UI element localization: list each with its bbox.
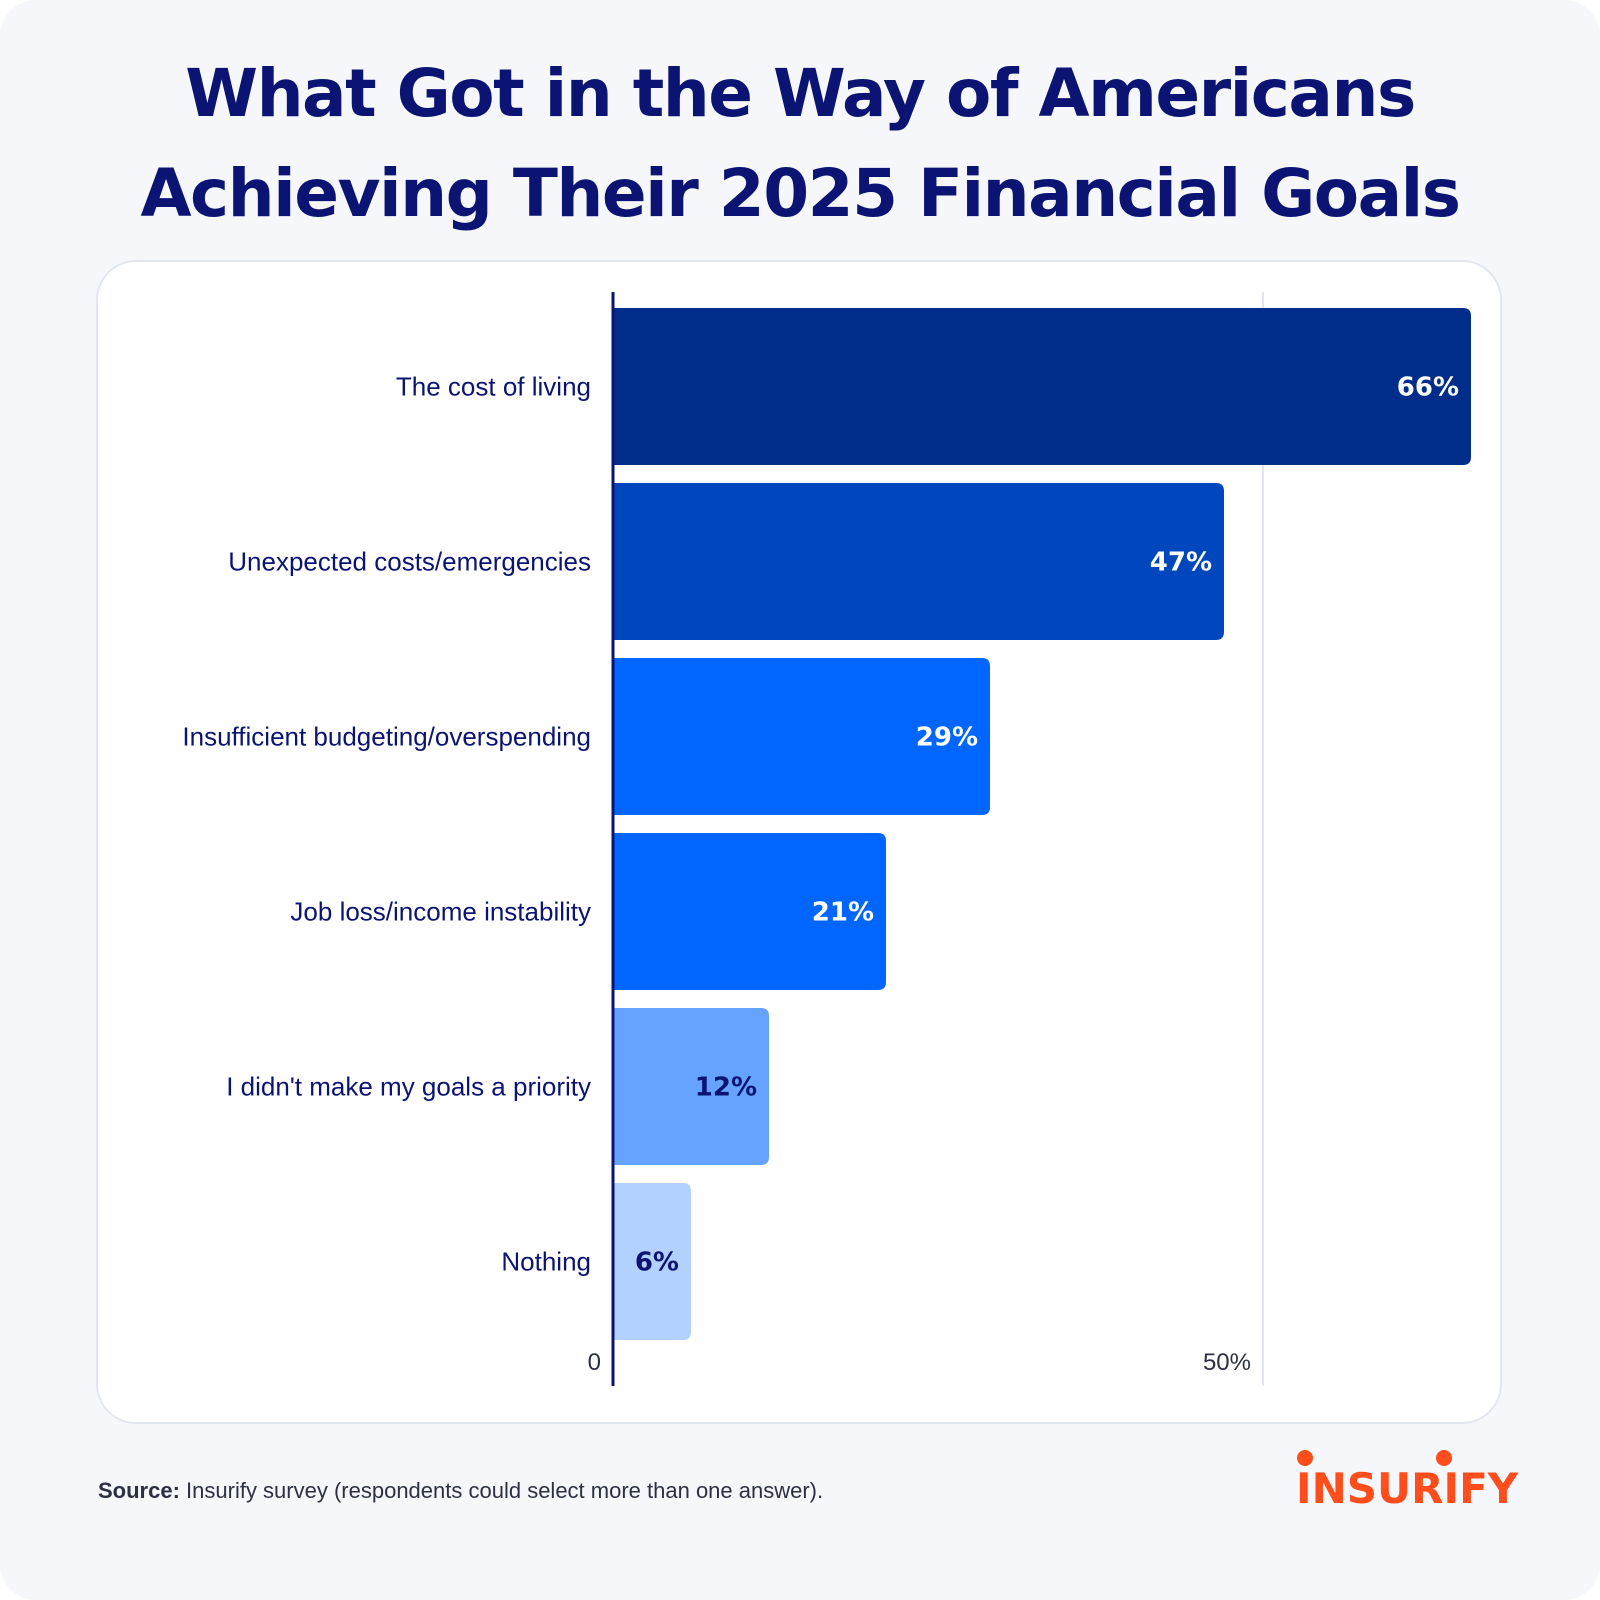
bar-2 (613, 483, 1224, 640)
category-label-2: Unexpected costs/emergencies (228, 547, 591, 577)
bar-4 (613, 833, 886, 990)
category-label-5: I didn't make my goals a priority (226, 1072, 591, 1102)
bar-chart: The cost of living 66% Unexpected costs/em… (182, 292, 1471, 1386)
x-tick-label-1: 0 (588, 1349, 601, 1376)
page-title: What Got in the Way of Americans Achievi… (0, 44, 1600, 244)
value-label-2: 47% (1150, 548, 1212, 578)
bar-6 (613, 1183, 691, 1340)
title-line-2: Achieving Their 2025 Financial Goals (140, 155, 1461, 232)
category-label-3: Insufficient budgeting/overspending (182, 722, 591, 752)
source-note: Source: Insurify survey (respondents cou… (98, 1478, 823, 1504)
value-label-5: 12% (695, 1073, 757, 1103)
bar-1 (613, 308, 1471, 465)
source-label: Source: (98, 1478, 180, 1503)
logo-dot-left (1297, 1450, 1313, 1466)
x-tick-label-2: 50% (1203, 1349, 1251, 1376)
bar-3 (613, 658, 990, 815)
category-label-1: The cost of living (396, 372, 591, 402)
chart-card: The cost of living 66% Unexpected costs/em… (96, 260, 1502, 1424)
category-label-6: Nothing (501, 1247, 591, 1277)
bar-5 (613, 1008, 769, 1165)
value-label-6: 6% (635, 1248, 679, 1278)
insurify-logo: INSURIFY (1296, 1450, 1518, 1516)
category-label-4: Job loss/income instability (290, 897, 591, 927)
title-line-1: What Got in the Way of Americans (185, 55, 1416, 132)
logo-dot-right (1436, 1450, 1452, 1466)
logo-text: INSURIFY (1296, 1464, 1519, 1513)
value-label-3: 29% (916, 723, 978, 753)
source-text: Insurify survey (respondents could selec… (179, 1478, 824, 1503)
value-label-4: 21% (812, 898, 874, 928)
value-label-1: 66% (1397, 373, 1459, 403)
